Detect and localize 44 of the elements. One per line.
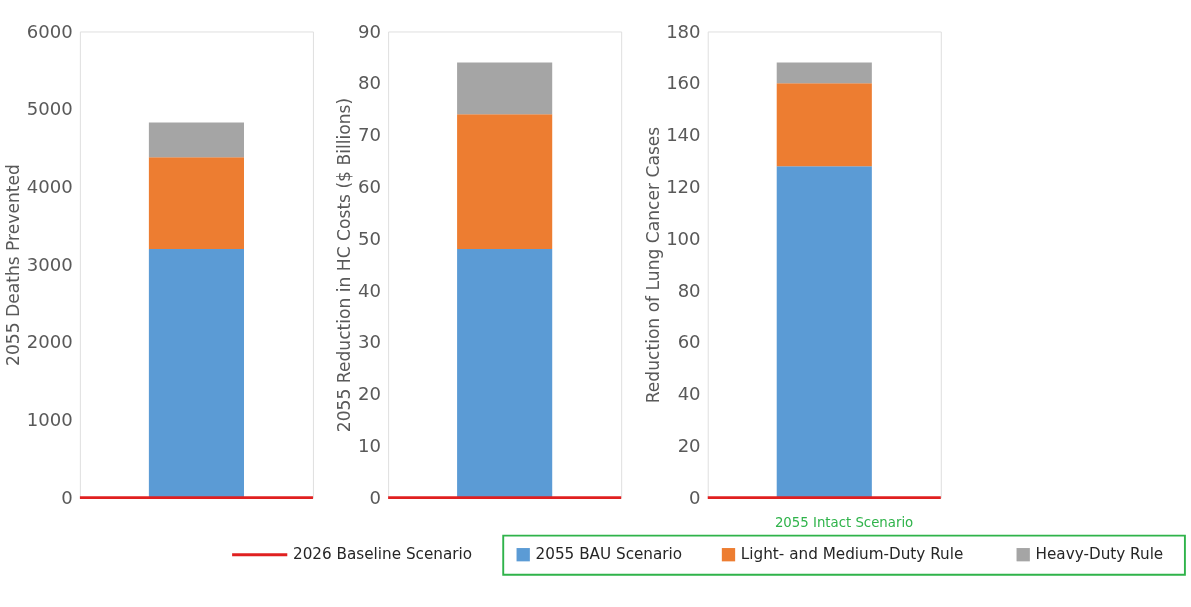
legend-label: Light- and Medium-Duty Rule [740, 545, 964, 564]
bar [776, 62, 872, 84]
y-tick-label: 6000 [26, 20, 73, 42]
bar [148, 122, 244, 158]
y-tick-label: 70 [358, 124, 381, 146]
y-tick-label: 60 [677, 331, 701, 353]
y-tick-label: 50 [358, 227, 381, 249]
y-tick-label: 0 [369, 486, 381, 508]
y-tick-label: 4000 [26, 176, 73, 198]
legend-label: Heavy-Duty Rule [1035, 545, 1164, 564]
y-tick-label: 100 [666, 227, 701, 249]
bar [776, 83, 872, 167]
y-tick-label: 10 [358, 435, 381, 457]
legend-label: 2055 BAU Scenario [535, 545, 683, 564]
y-tick-label: 40 [358, 279, 381, 301]
y-tick-label: 80 [358, 72, 381, 94]
y-tick-label: 90 [358, 20, 381, 42]
legend-title: 2055 Intact Scenario [774, 515, 914, 531]
y-tick-label: 3000 [26, 253, 73, 275]
y-tick-label: 120 [666, 176, 701, 198]
y-tick-label: 20 [358, 383, 381, 405]
y-tick-label: 30 [358, 331, 381, 353]
y-tick-label: 0 [689, 486, 701, 508]
bar [148, 249, 244, 498]
y-tick-label: 60 [358, 176, 381, 198]
bar [457, 249, 553, 498]
y-tick-label: 20 [677, 435, 701, 457]
y-tick-label: 0 [61, 486, 73, 508]
y-axis-title: 2055 Deaths Prevented [3, 164, 24, 366]
bar [457, 114, 553, 250]
bar [148, 157, 244, 250]
y-tick-label: 5000 [26, 98, 73, 120]
y-tick-label: 180 [666, 20, 701, 42]
y-axis-title: 2055 Reduction in HC Costs ($ Billions) [334, 97, 355, 433]
y-tick-label: 1000 [26, 409, 73, 431]
y-tick-label: 2000 [26, 331, 73, 353]
y-tick-label: 140 [666, 124, 701, 146]
y-tick-label: 80 [677, 279, 701, 301]
bar [776, 166, 872, 498]
y-axis-title: Reduction of Lung Cancer Cases [642, 126, 663, 404]
bar [457, 62, 553, 115]
y-tick-label: 40 [677, 383, 701, 405]
y-tick-label: 160 [666, 72, 701, 94]
legend-label: 2026 Baseline Scenario [292, 545, 473, 564]
